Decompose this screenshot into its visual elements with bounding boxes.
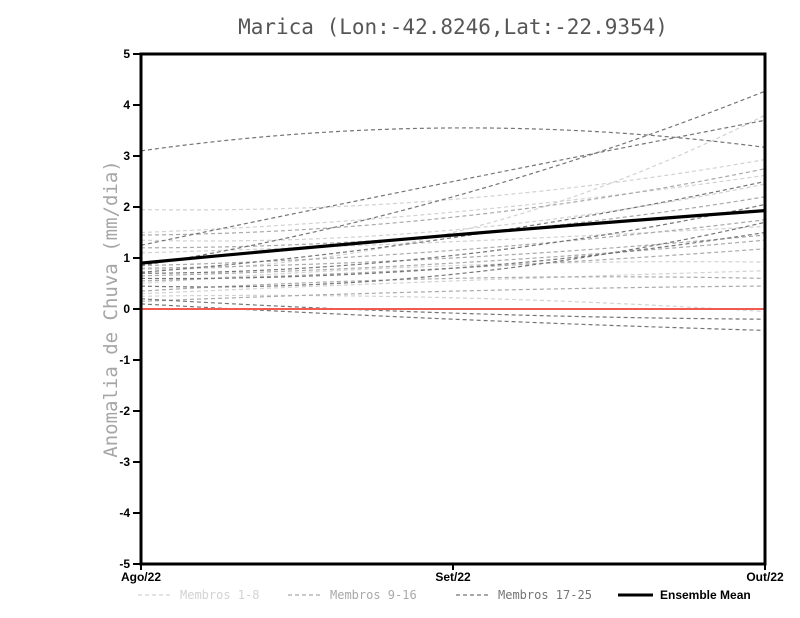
member-line-membros-9-16 <box>140 196 766 249</box>
legend-label-ensemble-mean: Ensemble Mean <box>660 588 751 602</box>
member-line-membros-1-8 <box>140 225 766 254</box>
y-tick-label: -1 <box>119 353 130 367</box>
legend-item-membros-9-16: Membros 9-16 <box>287 586 417 604</box>
member-line-membros-17-25 <box>140 180 766 273</box>
member-line-membros-17-25 <box>140 203 766 274</box>
member-line-membros-17-25 <box>140 298 766 320</box>
member-line-membros-1-8 <box>140 158 766 211</box>
y-tick-label: 2 <box>123 200 130 214</box>
y-tick-label: 1 <box>123 251 130 265</box>
x-tick-label: Out/22 <box>746 570 784 584</box>
member-line-membros-17-25 <box>140 127 766 152</box>
dashed-line-sample-light <box>138 594 173 596</box>
dashed-line-sample-medium <box>288 594 323 596</box>
legend-item-membros-17-25: Membros 17-25 <box>455 586 592 604</box>
dashed-line-sample-dark <box>456 594 491 596</box>
member-line-membros-9-16 <box>140 239 766 277</box>
y-tick-label: -3 <box>119 455 130 469</box>
legend: Membros 1-8 Membros 9-16 Membros 17-25 E… <box>0 586 800 604</box>
legend-label-membros-9-16: Membros 9-16 <box>330 588 417 602</box>
y-tick-label: 4 <box>123 98 130 112</box>
x-tick-label: Ago/22 <box>121 570 161 584</box>
member-line-membros-17-25 <box>140 90 766 267</box>
y-tick-label: 5 <box>123 47 130 61</box>
legend-label-membros-17-25: Membros 17-25 <box>498 588 592 602</box>
member-line-membros-17-25 <box>140 119 766 246</box>
member-line-membros-1-8 <box>140 294 766 313</box>
legend-item-ensemble-mean: Ensemble Mean <box>617 586 751 604</box>
y-tick-label: 3 <box>123 149 130 163</box>
ensemble-mean-line <box>140 208 766 265</box>
member-line-membros-1-8 <box>140 174 766 234</box>
y-tick-label: -5 <box>119 557 130 571</box>
member-line-membros-9-16 <box>140 276 766 292</box>
y-tick-label: -4 <box>119 506 130 520</box>
solid-line-sample <box>618 593 653 597</box>
y-tick-label: 0 <box>123 302 130 316</box>
member-line-membros-1-8 <box>140 261 766 285</box>
legend-label-membros-1-8: Membros 1-8 <box>180 588 260 602</box>
member-line-membros-9-16 <box>140 285 766 302</box>
member-line-membros-17-25 <box>140 303 766 332</box>
chart-title: Marica (Lon:-42.8246,Lat:-22.9354) <box>238 15 668 39</box>
y-tick-label: -2 <box>119 404 130 418</box>
x-tick-label: Set/22 <box>435 570 471 584</box>
member-line-membros-1-8 <box>140 270 766 295</box>
legend-item-membros-1-8: Membros 1-8 <box>137 586 259 604</box>
